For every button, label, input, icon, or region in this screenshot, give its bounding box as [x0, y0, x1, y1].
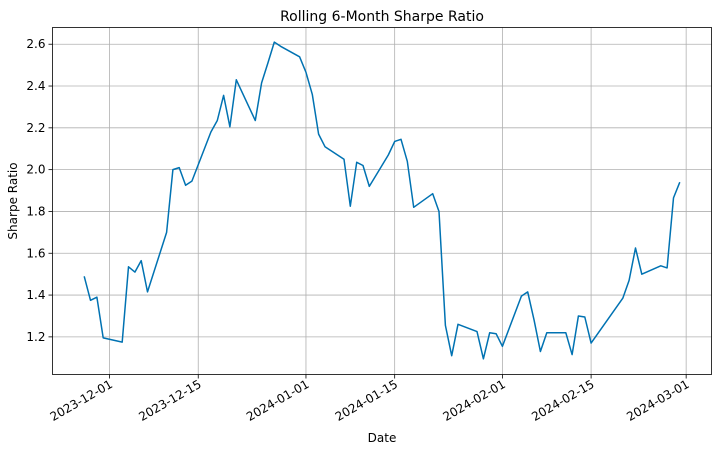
- x-tick-label: 2023-12-01: [48, 377, 115, 424]
- plot-frame: [52, 27, 712, 375]
- x-tick-label: 2024-03-01: [624, 377, 691, 424]
- y-tick-label: 1.6: [26, 246, 45, 260]
- x-tick-label: 2024-01-01: [244, 377, 311, 424]
- y-tick-label: 2.0: [26, 163, 45, 177]
- grid-layer: [52, 27, 712, 375]
- y-tick-label: 1.2: [26, 330, 45, 344]
- y-tick-label: 2.2: [26, 121, 45, 135]
- x-tick-label: 2023-12-15: [136, 377, 203, 424]
- sharpe-ratio-line: [83, 41, 681, 360]
- y-tick-label: 2.4: [26, 79, 45, 93]
- tick-layer: 2023-12-01 2023-12-15 2024-01-01 2024-01-15…: [26, 37, 691, 424]
- x-tick-label: 2024-02-01: [440, 377, 507, 424]
- line-layer: [83, 41, 681, 360]
- x-tick-label: 2024-02-15: [529, 377, 596, 424]
- x-axis-label: Date: [368, 431, 397, 445]
- x-tick-label: 2024-01-15: [333, 377, 400, 424]
- y-axis-label: Sharpe Ratio: [6, 162, 20, 239]
- chart-title: Rolling 6-Month Sharpe Ratio: [280, 9, 484, 25]
- y-tick-label: 1.4: [26, 288, 45, 302]
- y-tick-label: 1.8: [26, 204, 45, 218]
- y-tick-label: 2.6: [26, 37, 45, 51]
